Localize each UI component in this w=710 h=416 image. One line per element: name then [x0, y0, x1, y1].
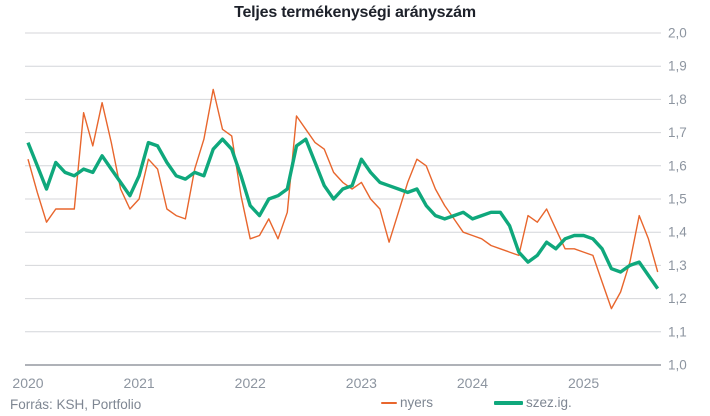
legend-item-nyers: nyers	[381, 395, 433, 410]
fertility-rate-line-chart: 2,0 1,9 1,8 1,7 1,6 1,5 1,4 1,3 1,2 1,1 1,0 2020 202…	[12, 26, 687, 392]
legend-label-szezig: szez.ig.	[526, 395, 572, 410]
x-tick-label: 2022	[235, 375, 266, 391]
y-tick-label: 1,6	[668, 158, 687, 173]
chart-legend: nyers szez.ig.	[381, 395, 572, 410]
y-tick-label: 1,3	[668, 258, 687, 273]
x-tick-label: 2021	[124, 375, 155, 391]
x-tick-label: 2025	[568, 375, 599, 391]
x-tick-label: 2020	[12, 375, 43, 391]
y-tick-label: 1,8	[668, 92, 687, 107]
x-tick-label: 2024	[457, 375, 488, 391]
szezig-line-swatch	[494, 400, 524, 405]
x-tick-label: 2023	[346, 375, 377, 391]
y-tick-label: 1,4	[668, 225, 687, 240]
y-tick-label: 1,0	[668, 358, 687, 373]
y-tick-label: 1,7	[668, 125, 687, 140]
source-note: Forrás: KSH, Portfolio	[10, 397, 142, 412]
y-tick-label: 1,9	[668, 59, 687, 74]
y-tick-label: 2,0	[668, 26, 687, 41]
y-tick-label: 1,2	[668, 291, 687, 306]
legend-item-szezig: szez.ig.	[494, 395, 572, 410]
legend-label-nyers: nyers	[400, 395, 434, 410]
y-tick-label: 1,1	[668, 324, 687, 339]
chart-title: Teljes termékenységi arányszám	[234, 4, 476, 21]
series-line-nyers	[27, 88, 659, 310]
series-line-szezig	[26, 137, 660, 290]
y-tick-label: 1,5	[668, 192, 687, 207]
nyers-line-swatch	[381, 401, 397, 404]
